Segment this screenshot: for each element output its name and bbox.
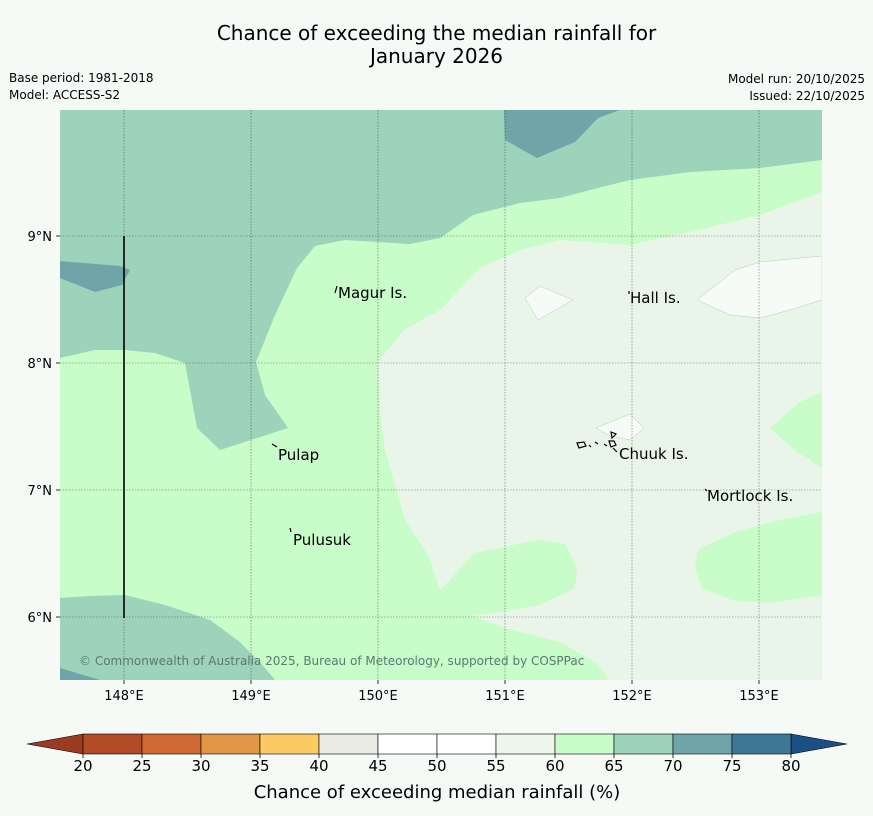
colorbar-segment [731,733,792,755]
lon-label: 148°E [104,689,144,704]
pulusuk-island [289,527,292,533]
colorbar-tick-label: 75 [722,757,741,775]
colorbar-tick-label: 50 [427,757,446,775]
latitude-labels: 9°N 8°N 7°N 6°N [28,230,53,626]
meta-left: Base period: 1981-2018 Model: ACCESS-S2 [9,70,154,104]
place-label: Chuuk Is. [619,445,688,463]
zone-70-75-west [60,261,130,292]
island-markers [271,285,708,533]
place-label: Hall Is. [630,289,681,307]
place-label: Pulap [278,446,319,464]
zone-70-75-north [504,110,620,158]
map-title: Chance of exceeding the median rainfall … [0,22,873,68]
zone-60-65-east [695,512,822,603]
axis-ticks [56,235,760,684]
zone-60-65-northeast [770,392,822,468]
colorbar-segment [613,733,674,755]
colorbar-tick-label: 60 [545,757,564,775]
colorbar-tick-label: 80 [781,757,800,775]
model-run: Model run: 20/10/2025 [727,72,865,86]
colorbar-segment [200,733,261,755]
lat-label: 9°N [28,230,53,245]
colorbar-tick-label: 45 [368,757,387,775]
map-title-line1: Chance of exceeding the median rainfall … [216,21,657,45]
lon-label: 151°E [485,689,525,704]
colorbar-segment [554,733,615,755]
colorbar-tick-label: 20 [73,757,92,775]
colorbar-segment [436,733,497,755]
colorbar-segment [259,733,320,755]
colorbar-segment [82,733,143,755]
lat-label: 6°N [28,611,53,626]
map-area: Magur Is. Hall Is. Pulap Chuuk Is. Mortl… [60,110,822,680]
colorbar-tick-label: 70 [663,757,682,775]
colorbar-over-arrow [790,733,848,755]
colorbar-title: Chance of exceeding median rainfall (%) [254,782,621,803]
mortlock-island [704,488,708,492]
zone-65-70-southwest [60,595,275,680]
colorbar: 20 25 30 35 40 45 50 55 60 65 70 75 80 [26,733,848,775]
lat-label: 7°N [28,484,53,499]
pulap-island [271,443,278,448]
zone-50-55-center [524,285,574,321]
model-name: Model: ACCESS-S2 [9,88,121,102]
magur-island [334,285,338,294]
place-label: Mortlock Is. [707,487,793,505]
map-title-line2: January 2026 [369,44,504,68]
place-label: Pulusuk [293,531,351,549]
graticule [60,110,822,680]
place-label: Magur Is. [338,284,407,302]
colorbar-tick-label: 35 [250,757,269,775]
lon-label: 150°E [358,689,398,704]
lon-label: 149°E [231,689,271,704]
meta-right: Model run: 20/10/2025 Issued: 22/10/2025 [728,71,865,105]
colorbar-segment [672,733,733,755]
colorbar-segment [141,733,202,755]
colorbar-tick-label: 55 [486,757,505,775]
colorbar-tick-label: 40 [309,757,328,775]
colorbar-under-arrow [26,733,84,755]
lon-label: 152°E [612,689,652,704]
lon-label: 153°E [739,689,779,704]
zone-70-75-southwest-top [60,668,100,680]
colorbar-tick-label: 65 [604,757,623,775]
colorbar-segment [377,733,438,755]
chuuk-islands [576,431,618,453]
colorbar-segment [495,733,556,755]
lat-label: 8°N [28,357,53,372]
colorbar-tick-label: 25 [132,757,151,775]
issued-date: Issued: 22/10/2025 [749,89,865,103]
colorbar-tick-label: 30 [191,757,210,775]
copyright-notice: © Commonwealth of Australia 2025, Bureau… [79,654,584,668]
colorbar-segment [318,733,379,755]
longitude-labels: 148°E 149°E 150°E 151°E 152°E 153°E [104,689,779,704]
base-period: Base period: 1981-2018 [9,71,154,85]
zone-50-55-east [696,255,822,319]
